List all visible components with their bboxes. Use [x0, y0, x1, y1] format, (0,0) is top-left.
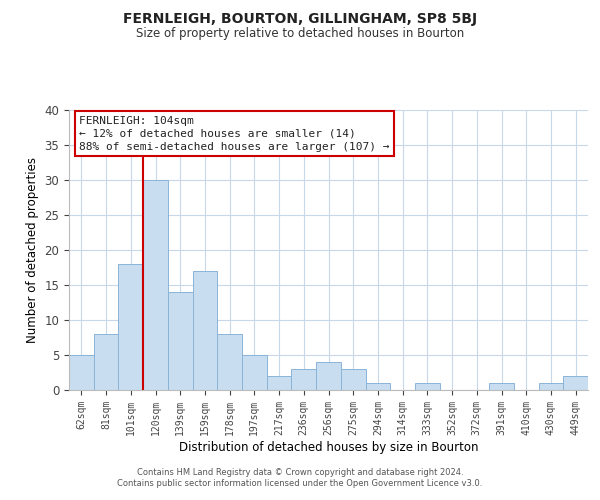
Bar [217, 334, 242, 390]
Bar [489, 383, 514, 390]
Text: Contains HM Land Registry data © Crown copyright and database right 2024.
Contai: Contains HM Land Registry data © Crown c… [118, 468, 482, 487]
Bar [143, 180, 168, 390]
Bar [118, 264, 143, 390]
Bar [316, 362, 341, 390]
Bar [415, 383, 440, 390]
X-axis label: Distribution of detached houses by size in Bourton: Distribution of detached houses by size … [179, 440, 478, 454]
Y-axis label: Number of detached properties: Number of detached properties [26, 157, 39, 343]
Bar [539, 383, 563, 390]
Bar [292, 369, 316, 390]
Bar [365, 383, 390, 390]
Bar [168, 292, 193, 390]
Bar [69, 355, 94, 390]
Bar [193, 271, 217, 390]
Bar [563, 376, 588, 390]
Text: FERNLEIGH: 104sqm
← 12% of detached houses are smaller (14)
88% of semi-detached: FERNLEIGH: 104sqm ← 12% of detached hous… [79, 116, 390, 152]
Bar [94, 334, 118, 390]
Bar [242, 355, 267, 390]
Text: Size of property relative to detached houses in Bourton: Size of property relative to detached ho… [136, 28, 464, 40]
Bar [341, 369, 365, 390]
Bar [267, 376, 292, 390]
Text: FERNLEIGH, BOURTON, GILLINGHAM, SP8 5BJ: FERNLEIGH, BOURTON, GILLINGHAM, SP8 5BJ [123, 12, 477, 26]
